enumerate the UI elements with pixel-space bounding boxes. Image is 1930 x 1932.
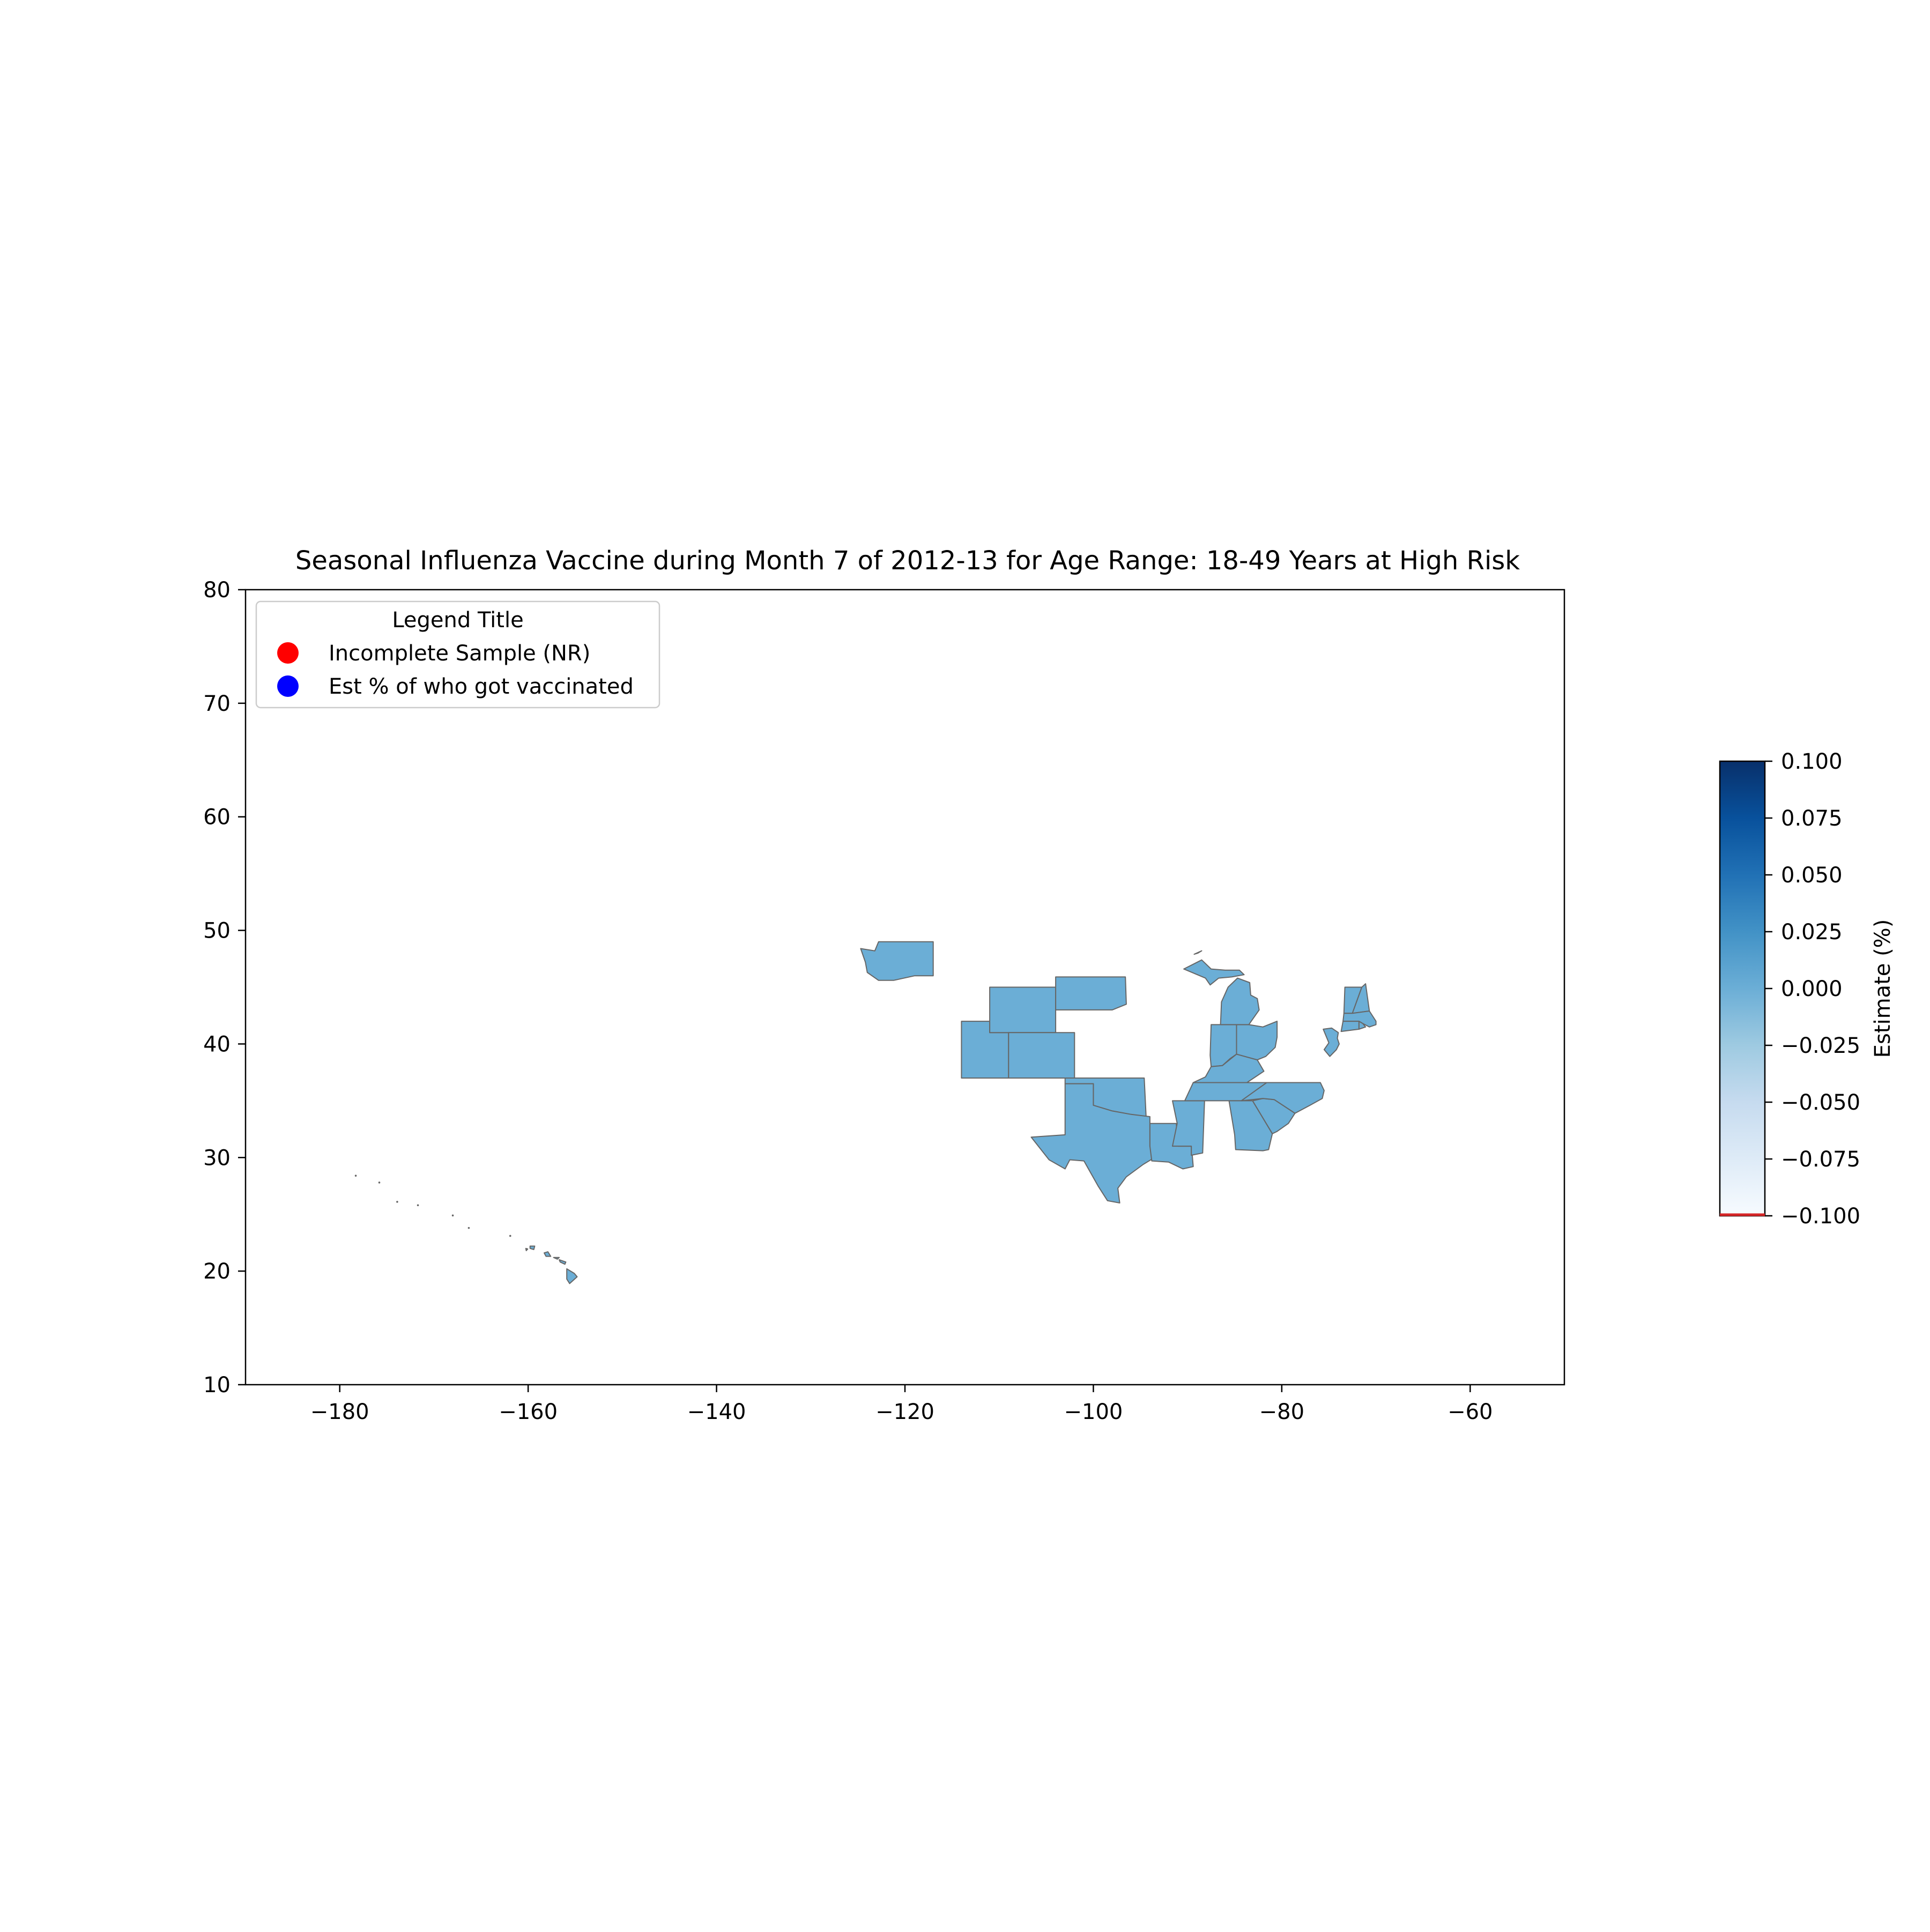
- legend-title: Legend Title: [392, 608, 523, 633]
- chart-title: Seasonal Influenza Vaccine during Month …: [295, 546, 1520, 576]
- state-hawaii-maui: [559, 1259, 567, 1265]
- state-kentucky: [1192, 1053, 1265, 1083]
- y-tick-label: 50: [203, 919, 231, 943]
- state-north-carolina: [1241, 1082, 1325, 1114]
- state-mississippi: [1172, 1100, 1205, 1156]
- x-tick-label: −160: [499, 1400, 558, 1424]
- states-layer: [525, 941, 1377, 1284]
- islet-5: [467, 1227, 470, 1229]
- legend-label-incomplete-sample: Incomplete Sample (NR): [329, 641, 590, 666]
- y-tick-label: 60: [203, 805, 231, 830]
- state-hawaii-kauai: [529, 1245, 536, 1250]
- colorbar-tick-label: 0.100: [1781, 749, 1843, 774]
- y-tick-label: 20: [203, 1259, 231, 1284]
- state-new-jersey: [1323, 1027, 1340, 1057]
- state-hawaii-oahu: [544, 1251, 552, 1257]
- colorbar: 0.100 0.075 0.050 0.025 0.000 −0.025 −0.050 −0.…: [1719, 749, 1895, 1229]
- x-axis: −180 −160 −140 −120 −100 −80 −60: [310, 1385, 1493, 1424]
- legend-marker-incomplete-sample: [277, 642, 299, 664]
- islets-layer: [354, 1175, 511, 1237]
- legend-label-est-vaccinated: Est % of who got vaccinated: [329, 674, 634, 699]
- legend: Legend Title Incomplete Sample (NR) Est …: [255, 600, 660, 709]
- state-connecticut: [1340, 1021, 1360, 1032]
- legend-marker-est-vaccinated: [277, 675, 299, 697]
- x-tick-label: −80: [1259, 1400, 1304, 1424]
- colorbar-tick-label: 0.050: [1781, 863, 1843, 888]
- state-texas: [1030, 1083, 1155, 1203]
- x-tick-label: −60: [1448, 1400, 1493, 1424]
- islet-4: [451, 1214, 454, 1217]
- state-wyoming: [989, 986, 1057, 1034]
- map-plot-area: [244, 589, 1565, 1386]
- colorbar-gradient: [1719, 760, 1766, 1217]
- colorbar-tick-label: 0.000: [1781, 977, 1843, 1001]
- x-tick-label: −120: [875, 1400, 934, 1424]
- islet-3: [417, 1204, 419, 1207]
- colorbar-label: Estimate (%): [1870, 919, 1895, 1058]
- colorbar-tick-label: −0.025: [1781, 1034, 1860, 1058]
- y-tick-label: 10: [203, 1373, 231, 1398]
- state-michigan-upper: [1183, 959, 1245, 986]
- islet-0: [354, 1175, 357, 1177]
- colorbar-tick-label: −0.050: [1781, 1090, 1860, 1115]
- x-tick-label: −140: [687, 1400, 746, 1424]
- y-tick-label: 40: [203, 1032, 231, 1057]
- colorbar-tick-label: 0.025: [1781, 920, 1843, 945]
- state-south-dakota: [1055, 976, 1127, 1010]
- colorbar-ticks: 0.100 0.075 0.050 0.025 0.000 −0.025 −0.050 −0.…: [1765, 749, 1860, 1229]
- islet-6: [509, 1235, 511, 1237]
- state-michigan-isle-royale: [1193, 950, 1202, 955]
- islet-2: [396, 1201, 398, 1203]
- colorbar-tick-label: 0.075: [1781, 806, 1843, 831]
- y-tick-label: 80: [203, 578, 231, 603]
- legend-box: [255, 600, 660, 709]
- colorbar-tick-label: −0.100: [1781, 1204, 1860, 1229]
- state-hawaii-niihau: [525, 1247, 529, 1251]
- y-axis: 10 20 30 40 50 60 70 80: [203, 578, 246, 1398]
- state-washington: [860, 941, 934, 981]
- x-tick-label: −180: [310, 1400, 369, 1424]
- colorbar-tick-label: −0.075: [1781, 1147, 1860, 1172]
- state-hawaii-molokai: [553, 1257, 560, 1260]
- islet-1: [378, 1182, 381, 1184]
- y-tick-label: 30: [203, 1146, 231, 1170]
- x-tick-label: −100: [1064, 1400, 1123, 1424]
- state-rhode-island: [1358, 1021, 1367, 1030]
- state-michigan-lower: [1220, 977, 1260, 1026]
- state-hawaii-big-island: [566, 1268, 578, 1284]
- y-tick-label: 70: [203, 692, 231, 716]
- state-colorado: [1008, 1032, 1075, 1079]
